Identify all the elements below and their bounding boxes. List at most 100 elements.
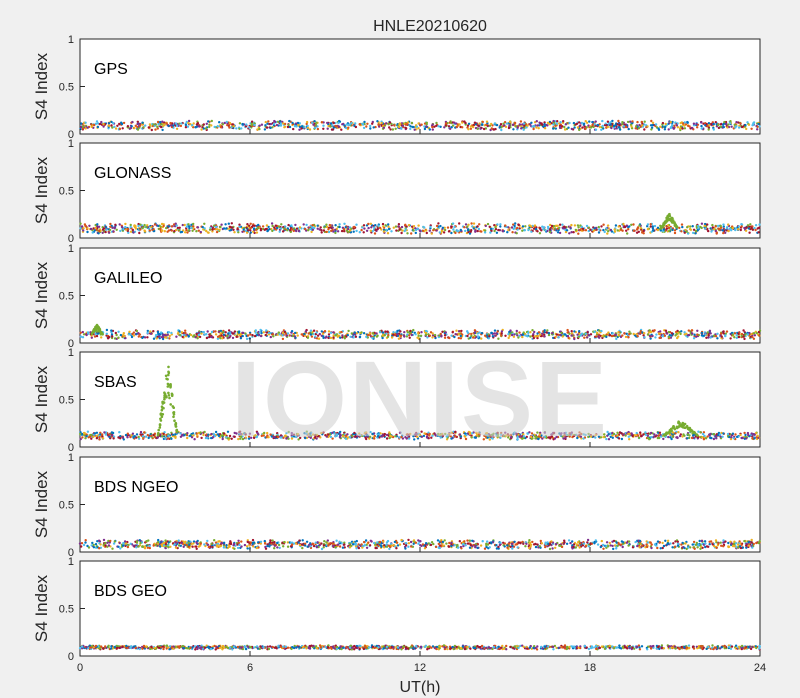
- s4-point: [346, 333, 349, 337]
- panel-0-ytick-label: 0: [68, 129, 74, 141]
- s4-point: [222, 333, 226, 336]
- s4-point: [522, 128, 525, 131]
- s4-point: [141, 435, 145, 438]
- s4-point: [709, 432, 712, 436]
- s4-point: [230, 222, 233, 225]
- s4-point: [494, 226, 497, 229]
- s4-point: [733, 332, 737, 335]
- s4-point: [518, 227, 521, 230]
- s4-point: [128, 330, 131, 333]
- s4-point: [617, 126, 621, 129]
- s4-point: [137, 222, 140, 226]
- s4-point: [755, 331, 758, 335]
- s4-point: [617, 119, 620, 123]
- s4-point: [711, 226, 714, 229]
- s4-point: [214, 225, 218, 229]
- s4-point: [650, 128, 653, 131]
- s4-point-peak: [156, 433, 160, 437]
- s4-point: [334, 224, 337, 227]
- s4-point: [192, 122, 195, 125]
- s4-point: [114, 127, 118, 130]
- s4-point: [174, 122, 178, 125]
- s4-point: [709, 436, 712, 439]
- s4-point: [696, 333, 699, 336]
- s4-point: [420, 331, 423, 334]
- s4-point: [388, 126, 391, 129]
- s4-point: [679, 125, 683, 128]
- s4-point: [95, 228, 98, 231]
- s4-point: [414, 333, 417, 336]
- s4-point: [464, 121, 467, 125]
- s4-point: [431, 128, 434, 131]
- s4-point: [113, 540, 117, 543]
- s4-point: [380, 121, 383, 125]
- s4-point: [316, 127, 320, 131]
- s4-point: [479, 127, 482, 130]
- s4-point: [400, 231, 403, 235]
- s4-point: [731, 333, 734, 336]
- s4-point: [386, 232, 390, 235]
- s4-point: [113, 125, 116, 128]
- s4-point: [437, 125, 440, 128]
- s4-point: [688, 227, 692, 231]
- s4-point: [200, 128, 203, 131]
- s4-point: [735, 121, 738, 124]
- s4-point: [285, 334, 288, 337]
- s4-point: [265, 329, 268, 332]
- s4-point: [181, 223, 184, 227]
- s4-point: [667, 435, 670, 439]
- s4-point: [651, 334, 654, 338]
- s4-point: [561, 125, 564, 128]
- s4-point: [708, 329, 712, 332]
- s4-point: [202, 433, 205, 437]
- s4-point: [573, 224, 577, 227]
- s4-point: [606, 232, 609, 235]
- s4-point: [598, 125, 602, 129]
- s4-point: [196, 226, 200, 229]
- s4-point: [248, 126, 251, 129]
- s4-point: [680, 223, 684, 226]
- s4-point: [283, 122, 287, 126]
- s4-point: [529, 331, 532, 334]
- s4-point: [570, 127, 573, 131]
- s4-point: [635, 434, 638, 437]
- s4-point: [720, 335, 723, 338]
- s4-point: [612, 547, 615, 551]
- s4-point: [230, 126, 233, 129]
- s4-point: [82, 227, 85, 230]
- s4-point: [399, 330, 402, 333]
- s4-point-peak: [671, 217, 674, 220]
- s4-point: [91, 231, 94, 234]
- s4-point: [301, 546, 304, 550]
- s4-point: [675, 124, 679, 127]
- s4-point: [627, 127, 630, 131]
- s4-point: [710, 230, 713, 233]
- s4-point-peak: [159, 412, 163, 416]
- s4-point: [159, 331, 163, 334]
- s4-point: [242, 228, 245, 231]
- s4-point: [143, 223, 146, 227]
- s4-point: [320, 330, 323, 333]
- s4-point: [271, 229, 274, 233]
- s4-point-peak: [673, 427, 677, 431]
- s4-point: [159, 227, 162, 230]
- s4-point: [259, 334, 263, 338]
- s4-point: [305, 120, 309, 124]
- s4-point: [495, 231, 499, 234]
- s4-point: [169, 124, 173, 127]
- s4-point: [235, 127, 238, 130]
- s4-point-peak: [97, 325, 100, 329]
- s4-point: [185, 225, 189, 228]
- s4-point: [80, 125, 83, 129]
- s4-point: [84, 437, 87, 440]
- s4-point: [563, 333, 567, 336]
- s4-point: [478, 122, 481, 125]
- s4-point: [294, 223, 297, 227]
- s4-point: [375, 332, 378, 335]
- s4-point: [363, 120, 366, 124]
- s4-point: [296, 334, 299, 337]
- s4-point: [406, 232, 409, 235]
- s4-point: [226, 430, 230, 433]
- s4-point: [202, 127, 205, 130]
